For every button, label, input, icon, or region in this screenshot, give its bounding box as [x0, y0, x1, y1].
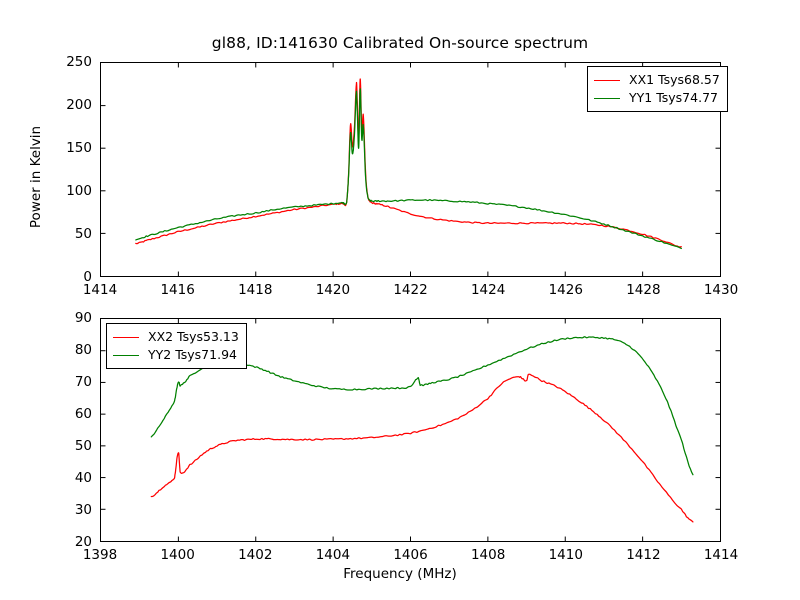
x-tick-label: 1402 [238, 547, 273, 563]
x-tick-label: 1414 [703, 547, 739, 563]
x-tick-label: 1400 [160, 547, 195, 563]
legend-label-yy1: YY1 Tsys74.77 [629, 90, 718, 105]
y-tick-label: 0 [83, 269, 92, 285]
x-tick-label: 1428 [626, 282, 661, 298]
x-tick-label: 1406 [393, 547, 428, 563]
y-tick-label: 20 [74, 534, 92, 550]
y-tick-label: 100 [66, 183, 92, 199]
x-tick-label: 1414 [82, 282, 118, 298]
x-axis-label: Frequency (MHz) [343, 566, 457, 582]
data-trace [151, 374, 693, 522]
x-tick-label: 1422 [393, 282, 428, 298]
x-tick-label: 1398 [82, 547, 118, 563]
y-tick-label: 40 [74, 470, 92, 486]
y-tick-label: 80 [74, 342, 92, 358]
legend-item-xx1: XX1 Tsys68.57 [594, 71, 720, 89]
y-tick-label: 60 [74, 406, 92, 422]
x-tick-label: 1408 [470, 547, 506, 563]
y-tick-label: 50 [74, 438, 92, 454]
legend-label-yy2: YY2 Tsys71.94 [148, 347, 237, 362]
y-tick-label: 70 [74, 374, 92, 390]
top-panel-legend: XX1 Tsys68.57 YY1 Tsys74.77 [587, 66, 728, 112]
x-tick-label: 1424 [470, 282, 506, 298]
data-trace [136, 89, 681, 249]
top-panel-y-axis-label: Power in Kelvin [28, 125, 44, 229]
legend-item-yy1: YY1 Tsys74.77 [594, 89, 720, 107]
legend-item-yy2: YY2 Tsys71.94 [113, 346, 239, 364]
y-tick-label: 30 [74, 502, 92, 518]
legend-line-swatch-green [113, 354, 139, 356]
x-tick-label: 1416 [160, 282, 195, 298]
x-tick-label: 1420 [315, 282, 351, 298]
y-tick-label: 50 [74, 226, 92, 242]
top-panel-plot-area [101, 63, 720, 276]
legend-line-swatch-green [594, 97, 620, 99]
y-tick-label: 90 [74, 310, 92, 326]
x-tick-label: 1430 [703, 282, 739, 298]
legend-label-xx2: XX2 Tsys53.13 [148, 329, 239, 344]
x-tick-label: 1418 [238, 282, 273, 298]
figure-title: gl88, ID:141630 Calibrated On-source spe… [211, 34, 589, 52]
y-tick-label: 200 [66, 97, 92, 113]
x-tick-label: 1404 [315, 547, 351, 563]
legend-line-swatch-red [594, 79, 620, 81]
y-tick-label: 250 [66, 54, 92, 70]
y-tick-label: 150 [66, 140, 92, 156]
x-tick-label: 1412 [626, 547, 661, 563]
bottom-panel-legend: XX2 Tsys53.13 YY2 Tsys71.94 [106, 323, 247, 369]
x-tick-label: 1410 [548, 547, 583, 563]
x-tick-label: 1426 [548, 282, 583, 298]
legend-line-swatch-red [113, 336, 139, 338]
legend-label-xx1: XX1 Tsys68.57 [629, 72, 720, 87]
legend-item-xx2: XX2 Tsys53.13 [113, 328, 239, 346]
